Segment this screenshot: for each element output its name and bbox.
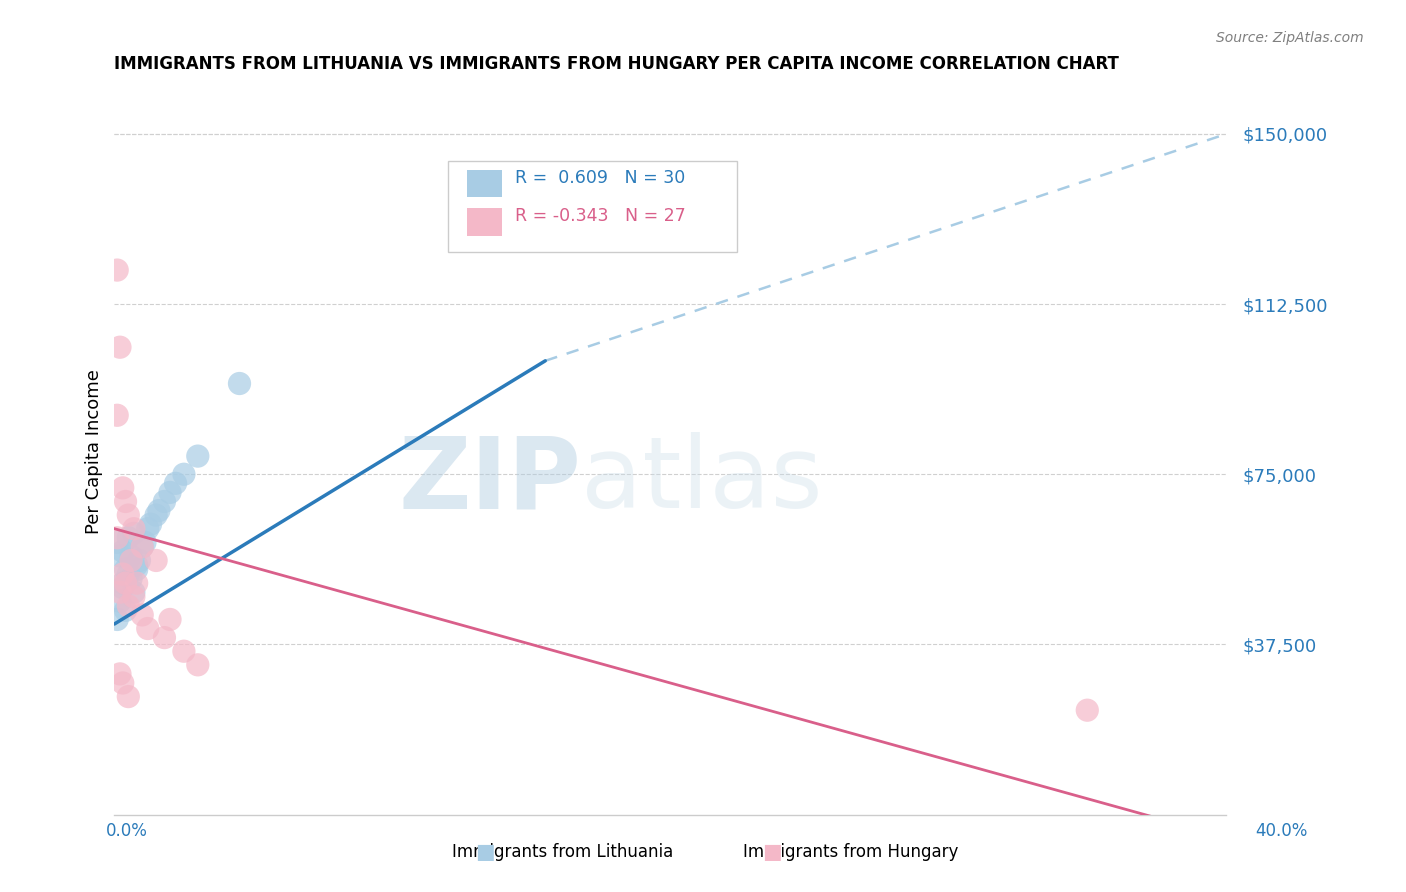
Point [153, 631, 176, 645]
Point [120, 553, 142, 567]
Point [122, 590, 145, 604]
Point [134, 535, 156, 549]
Point [108, 340, 131, 354]
Text: atlas: atlas [582, 432, 823, 529]
Point [117, 531, 139, 545]
Point [148, 503, 170, 517]
Point [1076, 703, 1098, 717]
Point [111, 567, 134, 582]
Point [114, 494, 136, 508]
Point [108, 585, 131, 599]
Point [153, 494, 176, 508]
Point [111, 544, 134, 558]
Point [117, 567, 139, 582]
Point [145, 553, 167, 567]
Y-axis label: Per Capita Income: Per Capita Income [86, 369, 103, 534]
Point [120, 572, 142, 586]
Point [125, 563, 148, 577]
Point [111, 576, 134, 591]
Point [125, 558, 148, 572]
Point [187, 657, 209, 672]
Point [114, 603, 136, 617]
Point [111, 676, 134, 690]
Point [131, 607, 153, 622]
Point [108, 549, 131, 563]
Point [105, 263, 128, 277]
FancyBboxPatch shape [449, 161, 737, 252]
Text: ■: ■ [475, 842, 495, 862]
Text: 40.0%: 40.0% [1256, 822, 1308, 840]
Point [131, 540, 153, 554]
Point [136, 522, 159, 536]
Text: R = -0.343   N = 27: R = -0.343 N = 27 [515, 207, 686, 225]
Point [136, 622, 159, 636]
Point [131, 540, 153, 554]
Point [105, 535, 128, 549]
Point [145, 508, 167, 522]
Text: ZIP: ZIP [398, 432, 582, 529]
Point [187, 449, 209, 463]
Point [117, 508, 139, 522]
Point [108, 594, 131, 608]
Point [114, 563, 136, 577]
Point [159, 485, 181, 500]
Point [128, 553, 150, 567]
Point [139, 517, 162, 532]
Text: ■: ■ [762, 842, 782, 862]
Point [117, 690, 139, 704]
Point [173, 467, 195, 482]
Point [120, 549, 142, 563]
Point [159, 612, 181, 626]
Point [173, 644, 195, 658]
Point [105, 531, 128, 545]
Text: 0.0%: 0.0% [105, 822, 148, 840]
Text: IMMIGRANTS FROM LITHUANIA VS IMMIGRANTS FROM HUNGARY PER CAPITA INCOME CORRELATI: IMMIGRANTS FROM LITHUANIA VS IMMIGRANTS … [114, 55, 1119, 73]
Point [117, 599, 139, 613]
Point [228, 376, 250, 391]
Text: Immigrants from Hungary: Immigrants from Hungary [742, 843, 959, 861]
Text: Immigrants from Lithuania: Immigrants from Lithuania [451, 843, 673, 861]
Point [165, 476, 187, 491]
Point [105, 612, 128, 626]
Point [111, 481, 134, 495]
Bar [467, 209, 502, 236]
Text: Source: ZipAtlas.com: Source: ZipAtlas.com [1216, 31, 1364, 45]
Text: R =  0.609   N = 30: R = 0.609 N = 30 [515, 169, 685, 187]
Bar [467, 169, 502, 197]
Point [122, 526, 145, 541]
Point [108, 666, 131, 681]
Point [122, 522, 145, 536]
Point [114, 576, 136, 591]
Point [111, 581, 134, 595]
Point [125, 576, 148, 591]
Point [105, 409, 128, 423]
Point [122, 585, 145, 599]
